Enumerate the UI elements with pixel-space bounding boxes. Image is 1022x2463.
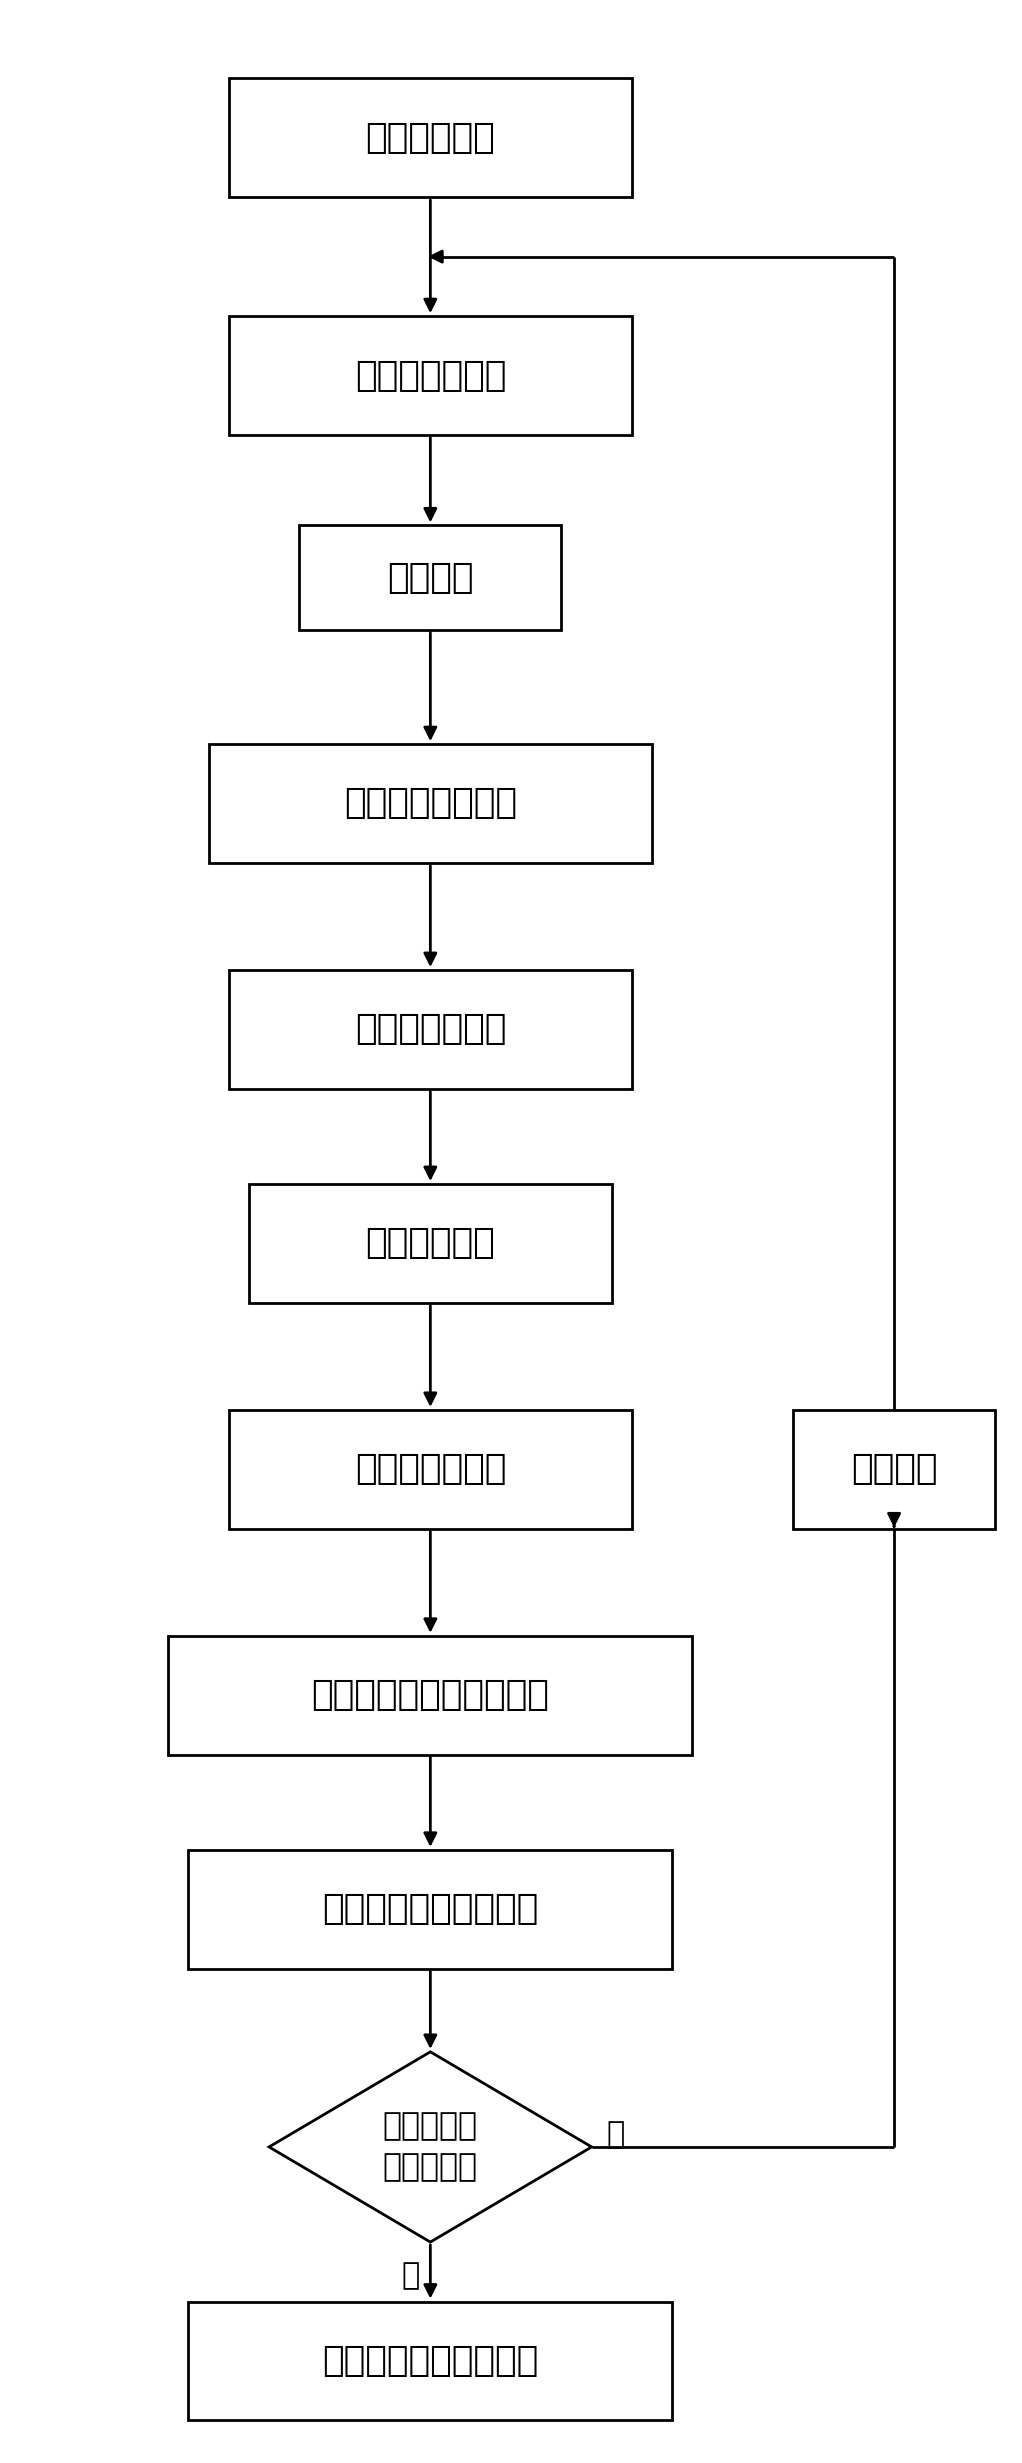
Text: 获取系数矩阵: 获取系数矩阵 (366, 1227, 496, 1261)
Text: 获得去噪后的图像矩阵: 获得去噪后的图像矩阵 (322, 1892, 539, 1926)
Text: 获取像素块样本集: 获取像素块样本集 (343, 786, 517, 820)
Text: 进行奇异值滤波: 进行奇异值滤波 (355, 1453, 506, 1485)
Text: 是: 是 (401, 2261, 419, 2291)
FancyBboxPatch shape (229, 1409, 632, 1530)
FancyBboxPatch shape (229, 79, 632, 197)
FancyBboxPatch shape (299, 525, 561, 631)
Text: 输入噪声图像: 输入噪声图像 (366, 121, 496, 155)
Text: 估计噪声标准差: 估计噪声标准差 (355, 360, 506, 392)
Text: 设置参数: 设置参数 (387, 562, 473, 594)
FancyBboxPatch shape (208, 744, 652, 862)
Text: 残差补回: 残差补回 (851, 1453, 937, 1485)
FancyBboxPatch shape (793, 1409, 994, 1530)
Text: 输出去噪后的图像矩阵: 输出去噪后的图像矩阵 (322, 2345, 539, 2377)
Text: 否: 否 (607, 2121, 625, 2150)
Text: 是否达到最
大迭代次数: 是否达到最 大迭代次数 (383, 2111, 478, 2182)
Text: 获得到去噪后的系数矩阵: 获得到去噪后的系数矩阵 (312, 1677, 549, 1712)
Text: 构建相似块矩阵: 构建相似块矩阵 (355, 1012, 506, 1047)
Polygon shape (269, 2052, 592, 2241)
FancyBboxPatch shape (169, 1635, 693, 1754)
FancyBboxPatch shape (229, 970, 632, 1089)
FancyBboxPatch shape (188, 1850, 672, 1968)
FancyBboxPatch shape (188, 2300, 672, 2421)
FancyBboxPatch shape (229, 315, 632, 436)
FancyBboxPatch shape (249, 1185, 612, 1303)
